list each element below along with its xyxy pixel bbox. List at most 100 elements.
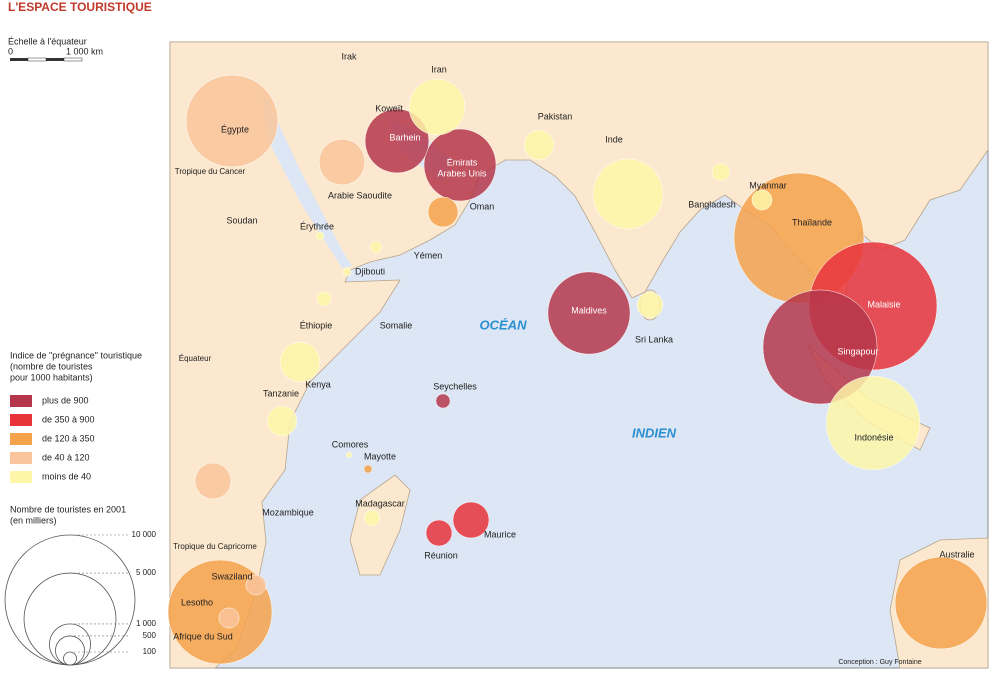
country-label: Malaisie <box>867 299 900 309</box>
tourist-circle <box>194 462 232 500</box>
country-label: Madagascar <box>355 498 405 508</box>
title: L'ESPACE TOURISTIQUE <box>8 0 152 14</box>
country-label: Iran <box>431 64 447 74</box>
tourist-circle <box>316 291 332 307</box>
tourist-circle <box>266 405 298 437</box>
legend-label: de 40 à 120 <box>42 452 90 462</box>
country-label: Yémen <box>414 250 443 260</box>
country-label: Barhein <box>389 132 420 142</box>
place-label: Équateur <box>179 354 212 363</box>
tourist-circle <box>218 607 240 629</box>
tourist-circle <box>825 375 921 471</box>
legend-label: de 120 à 350 <box>42 433 95 443</box>
tourist-circle <box>636 291 664 319</box>
country-label: Égypte <box>221 124 249 134</box>
tourist-circle <box>363 509 381 527</box>
size-legend-circle <box>55 635 85 666</box>
country-label: Pakistan <box>538 111 573 121</box>
size-legend-circle <box>23 572 117 666</box>
country-label: Émirats <box>447 157 478 167</box>
legend-swatch <box>10 471 32 483</box>
tourist-circle <box>435 393 451 409</box>
country-label: Singapour <box>837 346 878 356</box>
size-legend-label: 500 <box>143 631 157 640</box>
tourist-circle <box>363 464 373 474</box>
tourist-circle <box>318 138 366 186</box>
tourist-circle <box>279 341 321 383</box>
country-label: Seychelles <box>433 381 477 391</box>
place-label: Tropique du Capricorne <box>173 542 257 551</box>
tourist-circle <box>427 196 459 228</box>
country-label: Sri Lanka <box>635 334 673 344</box>
country-label: Australie <box>939 549 974 559</box>
legend-title: (nombre de touristes <box>10 361 93 371</box>
legend-swatch <box>10 395 32 407</box>
circle-layer <box>167 74 988 665</box>
place-label: Somalie <box>380 320 413 330</box>
country-label: Réunion <box>424 550 458 560</box>
tourist-circle <box>245 574 267 596</box>
tourist-circle <box>342 267 352 277</box>
tourist-circle <box>894 556 988 650</box>
place-label: Tropique du Cancer <box>175 167 246 176</box>
legend-swatch <box>10 414 32 426</box>
country-label: Swaziland <box>211 571 252 581</box>
place-label: OCÉAN <box>480 317 528 332</box>
country-label: Mayotte <box>364 451 396 461</box>
legend-swatch <box>10 452 32 464</box>
country-label: Thaïlande <box>792 217 832 227</box>
tourist-circle <box>592 158 664 230</box>
country-label: Maurice <box>484 529 516 539</box>
country-label: Kenya <box>305 379 331 389</box>
tourist-circle <box>425 519 453 547</box>
country-label: Indonésie <box>854 432 893 442</box>
place-label: INDIEN <box>632 425 677 440</box>
tourist-circle <box>369 240 383 254</box>
size-legend-label: 100 <box>143 647 157 656</box>
size-legend-circle <box>49 623 91 666</box>
scale-title: Échelle à l'équateur <box>8 36 87 46</box>
scale-bar <box>10 57 83 62</box>
size-legend-title: Nombre de touristes en 2001 <box>10 504 126 514</box>
place-label: Mozambique <box>262 507 314 517</box>
tourist-circle <box>523 129 555 161</box>
country-label: Bangladesh <box>688 199 736 209</box>
tourist-circle <box>547 271 631 355</box>
country-label: Arabie Saoudite <box>328 190 392 200</box>
tourist-circle <box>315 231 325 241</box>
country-label: Lesotho <box>181 597 213 607</box>
legend-label: moins de 40 <box>42 471 91 481</box>
country-label: Myanmar <box>749 180 787 190</box>
place-label: Koweït <box>375 103 403 113</box>
place-label: Irak <box>341 51 357 61</box>
tourist-circle <box>364 108 430 174</box>
country-label: Afrique du Sud <box>173 631 233 641</box>
country-label: Inde <box>605 134 623 144</box>
size-legend-title: (en milliers) <box>10 515 57 525</box>
legend-label: de 350 à 900 <box>42 414 95 424</box>
size-legend-circle <box>63 651 77 666</box>
country-label: Éthiopie <box>300 320 333 330</box>
country-label: Comores <box>332 439 369 449</box>
scale-label: 0 <box>8 46 13 56</box>
tourist-circle <box>762 289 878 405</box>
legend-title: pour 1000 habitants) <box>10 372 93 382</box>
country-label: Érythrée <box>300 221 334 231</box>
label-layer: Égypte Arabie Saoudite Iran Barhein Émirats A… <box>173 51 974 665</box>
tourist-circle <box>408 78 466 136</box>
place-label: Conception : Guy Fontaine <box>838 659 921 666</box>
legend-label: plus de 900 <box>42 395 89 405</box>
country-label: Tanzanie <box>263 388 299 398</box>
country-label: Maldives <box>571 305 607 315</box>
tourist-circle <box>711 162 731 182</box>
legend: Indice de "prégnance" touristique(nombre… <box>4 350 157 666</box>
size-legend-label: 10 000 <box>132 530 157 539</box>
size-legend-label: 1 000 <box>136 619 157 628</box>
size-legend-label: 5 000 <box>136 568 157 577</box>
tourist-circle <box>345 451 353 459</box>
tourist-circle <box>185 74 279 168</box>
tourist-circle <box>452 501 490 539</box>
country-label: Djibouti <box>355 266 385 276</box>
tourist-circle <box>423 128 497 202</box>
